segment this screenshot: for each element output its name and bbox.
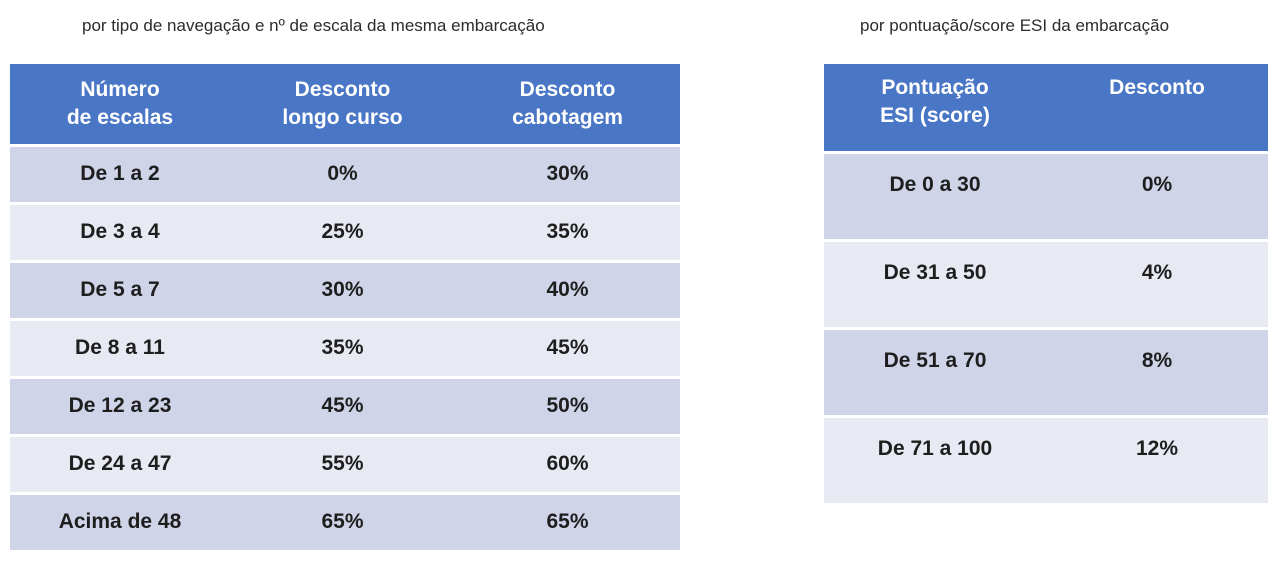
header-line: Pontuação: [881, 76, 989, 99]
header-line: Desconto: [519, 78, 616, 101]
table-row: De 12 a 23 45% 50%: [10, 377, 680, 437]
cell-cabotagem: 65%: [455, 493, 680, 553]
table-header-row: Número de escalas Desconto longo curso D…: [10, 64, 680, 147]
cell-longo-curso: 30%: [230, 261, 455, 321]
header-line: Desconto: [294, 78, 391, 101]
left-table-caption: por tipo de navegação e nº de escala da …: [82, 16, 545, 35]
cell-longo-curso: 25%: [230, 203, 455, 263]
cell-longo-curso: 45%: [230, 377, 455, 437]
header-desconto-longo-curso: Desconto longo curso: [230, 64, 455, 147]
cell-score-range: De 51 a 70: [824, 328, 1046, 418]
header-pontuacao-esi: Pontuação ESI (score): [824, 64, 1046, 154]
table-row: De 51 a 70 8%: [824, 328, 1268, 418]
cell-escalas: De 24 a 47: [10, 435, 230, 495]
cell-score-range: De 0 a 30: [824, 152, 1046, 242]
table-row: Acima de 48 65% 65%: [10, 493, 680, 553]
cell-escalas: De 3 a 4: [10, 203, 230, 263]
header-desconto: Desconto: [1046, 64, 1268, 154]
table-row: De 24 a 47 55% 60%: [10, 435, 680, 495]
table-row: De 8 a 11 35% 45%: [10, 319, 680, 379]
cell-longo-curso: 35%: [230, 319, 455, 379]
cell-escalas: De 1 a 2: [10, 145, 230, 205]
cell-cabotagem: 50%: [455, 377, 680, 437]
cell-cabotagem: 40%: [455, 261, 680, 321]
table-row: De 0 a 30 0%: [824, 152, 1268, 242]
cell-escalas: De 12 a 23: [10, 377, 230, 437]
cell-desconto: 4%: [1046, 240, 1268, 330]
table-row: De 71 a 100 12%: [824, 416, 1268, 506]
cell-desconto: 8%: [1046, 328, 1268, 418]
cell-score-range: De 71 a 100: [824, 416, 1046, 506]
table-row: De 31 a 50 4%: [824, 240, 1268, 330]
cell-cabotagem: 35%: [455, 203, 680, 263]
table-row: De 3 a 4 25% 35%: [10, 203, 680, 263]
cell-escalas: Acima de 48: [10, 493, 230, 553]
cell-desconto: 0%: [1046, 152, 1268, 242]
cell-score-range: De 31 a 50: [824, 240, 1046, 330]
cell-cabotagem: 60%: [455, 435, 680, 495]
header-line: ESI (score): [880, 104, 990, 127]
table-row: De 1 a 2 0% 30%: [10, 145, 680, 205]
header-line: cabotagem: [512, 106, 623, 129]
header-line: longo curso: [282, 106, 403, 129]
header-numero-escalas: Número de escalas: [10, 64, 230, 147]
cell-longo-curso: 55%: [230, 435, 455, 495]
cell-longo-curso: 0%: [230, 145, 455, 205]
header-line: Desconto: [1109, 76, 1205, 99]
header-line: Número: [80, 78, 160, 101]
table-header-row: Pontuação ESI (score) Desconto: [824, 64, 1268, 154]
cell-escalas: De 5 a 7: [10, 261, 230, 321]
right-table-caption: por pontuação/score ESI da embarcação: [860, 16, 1170, 35]
cell-longo-curso: 65%: [230, 493, 455, 553]
cell-escalas: De 8 a 11: [10, 319, 230, 379]
header-line: de escalas: [66, 106, 174, 129]
cell-desconto: 12%: [1046, 416, 1268, 506]
esi-score-discount-table: Pontuação ESI (score) Desconto De 0 a 30…: [824, 64, 1268, 506]
cell-cabotagem: 45%: [455, 319, 680, 379]
table-row: De 5 a 7 30% 40%: [10, 261, 680, 321]
escalas-discount-table: Número de escalas Desconto longo curso D…: [10, 64, 680, 553]
header-desconto-cabotagem: Desconto cabotagem: [455, 64, 680, 147]
cell-cabotagem: 30%: [455, 145, 680, 205]
